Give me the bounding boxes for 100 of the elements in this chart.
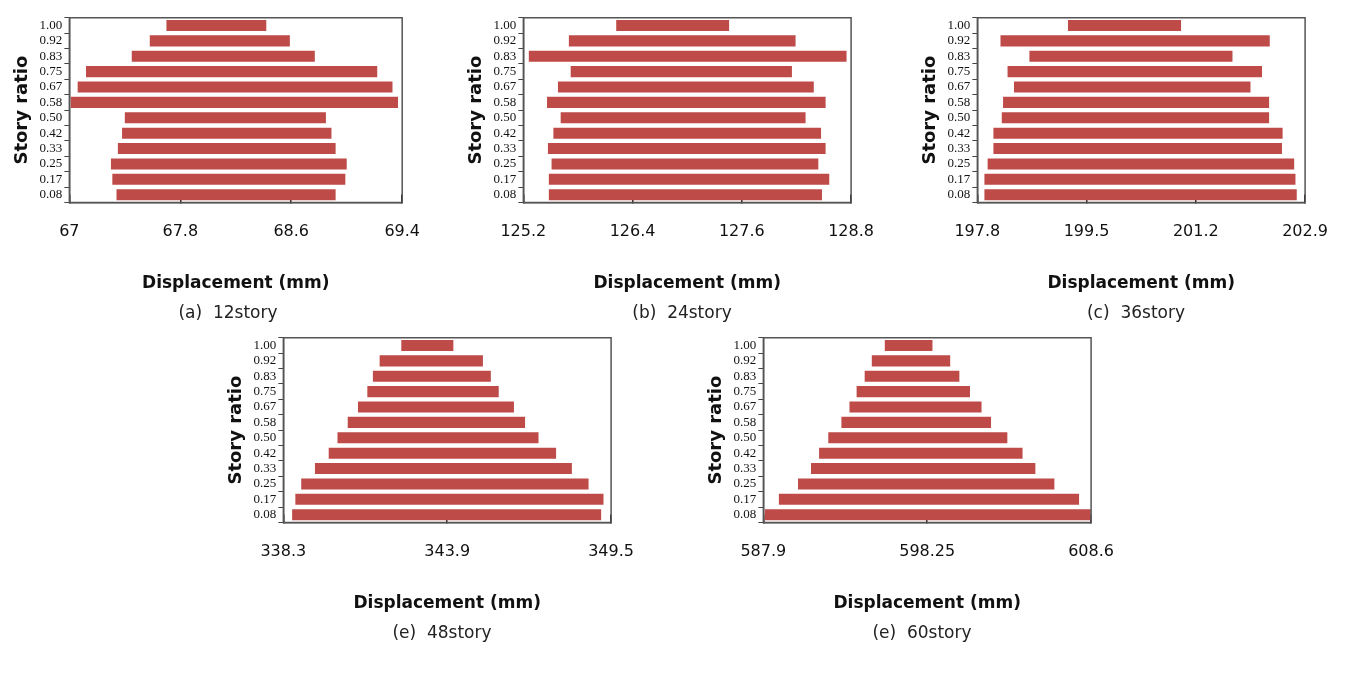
y-tick-label: 0.58 bbox=[493, 93, 517, 109]
bar bbox=[819, 447, 1023, 459]
y-tick-label: 0.67 bbox=[493, 78, 517, 94]
bar bbox=[1007, 66, 1263, 78]
x-axis-title: Displacement (mm) bbox=[593, 272, 781, 293]
bar bbox=[337, 432, 539, 444]
y-tick-label: 0.75 bbox=[493, 63, 517, 79]
text: (a) 12story bbox=[177, 302, 279, 322]
y-tick-label: 0.08 bbox=[733, 506, 757, 522]
bar bbox=[849, 401, 982, 413]
y-tick-label: 0.58 bbox=[947, 93, 971, 109]
bar bbox=[347, 416, 526, 428]
y-tick-label: 0.17 bbox=[493, 170, 517, 186]
y-tick-label: 0.25 bbox=[733, 475, 757, 491]
y-tick-label: 0.17 bbox=[253, 490, 277, 506]
y-tick-label: 0.42 bbox=[733, 444, 757, 460]
x-tick-label: 338.3 bbox=[260, 541, 307, 561]
y-tick-label: 0.17 bbox=[733, 490, 757, 506]
x-tick-label: 598.25 bbox=[899, 541, 956, 561]
y-tick-label: 0.25 bbox=[947, 155, 971, 171]
bar bbox=[828, 432, 1008, 444]
y-tick-label: 0.75 bbox=[947, 63, 971, 79]
bar bbox=[984, 173, 1296, 185]
bar bbox=[993, 143, 1282, 155]
y-tick-label: 0.50 bbox=[733, 429, 757, 445]
y-tick-label: 0.58 bbox=[253, 413, 277, 429]
y-tick-label: 0.50 bbox=[947, 109, 971, 125]
y-tick-label: 0.92 bbox=[39, 32, 63, 48]
bar bbox=[528, 50, 847, 62]
y-tick-label: 0.33 bbox=[947, 139, 971, 155]
x-tick-label: 197.8 bbox=[954, 221, 1001, 241]
text: (e) 60story bbox=[871, 622, 973, 642]
x-tick-label: 608.6 bbox=[1068, 541, 1114, 561]
y-tick-label: 0.75 bbox=[39, 63, 63, 79]
y-tick-label: 0.58 bbox=[733, 413, 757, 429]
bar bbox=[301, 478, 589, 490]
bar bbox=[551, 158, 819, 170]
x-tick-label: 202.9 bbox=[1282, 221, 1328, 241]
bar bbox=[553, 127, 822, 139]
y-tick-label: 0.33 bbox=[39, 139, 63, 155]
y-tick-label: 0.50 bbox=[493, 109, 517, 125]
bar bbox=[547, 143, 826, 155]
y-tick-label: 0.42 bbox=[253, 444, 277, 460]
y-tick-label: 0.25 bbox=[253, 475, 277, 491]
x-tick-label: 125.2 bbox=[500, 221, 547, 241]
x-tick-label: 199.5 bbox=[1063, 221, 1110, 241]
y-tick-label: 0.08 bbox=[253, 506, 277, 522]
bar bbox=[570, 66, 792, 78]
bar bbox=[131, 50, 315, 62]
y-tick-label: 0.83 bbox=[733, 367, 757, 383]
bar bbox=[1029, 50, 1233, 62]
y-axis-title: Story ratio bbox=[224, 375, 246, 485]
bar bbox=[993, 127, 1283, 139]
bar bbox=[124, 112, 326, 124]
bar bbox=[314, 463, 572, 475]
x-tick-label: 67 bbox=[59, 221, 80, 241]
bar bbox=[557, 81, 814, 93]
bar bbox=[616, 19, 730, 32]
bar bbox=[110, 158, 347, 170]
y-tick-label: 0.25 bbox=[493, 155, 517, 171]
bar bbox=[987, 158, 1295, 170]
bar bbox=[1001, 112, 1270, 124]
y-tick-label: 0.92 bbox=[253, 352, 277, 368]
x-axis-title: Displacement (mm) bbox=[353, 592, 541, 613]
y-tick-label: 0.25 bbox=[39, 155, 63, 171]
y-tick-label: 0.83 bbox=[947, 47, 971, 63]
bar bbox=[811, 463, 1036, 475]
y-tick-label: 0.75 bbox=[253, 383, 277, 399]
y-tick-label: 0.08 bbox=[947, 186, 971, 202]
bar bbox=[568, 35, 796, 47]
y-tick-label: 0.83 bbox=[493, 47, 517, 63]
bar bbox=[70, 96, 399, 108]
bar bbox=[166, 19, 267, 32]
y-tick-label: 0.83 bbox=[39, 47, 63, 63]
y-tick-label: 0.67 bbox=[253, 398, 277, 414]
y-tick-label: 0.92 bbox=[947, 32, 971, 48]
bar bbox=[1000, 35, 1270, 47]
y-axis-title: Story ratio bbox=[464, 55, 486, 165]
x-tick-label: 343.9 bbox=[424, 541, 471, 561]
bar bbox=[864, 370, 960, 382]
bar bbox=[149, 35, 290, 47]
text: (b) 24story bbox=[631, 302, 733, 322]
y-tick-label: 0.33 bbox=[733, 459, 757, 475]
bar bbox=[112, 173, 346, 185]
text: (e) 48story bbox=[391, 622, 493, 642]
bar bbox=[841, 416, 992, 428]
bar bbox=[328, 447, 557, 459]
y-axis-title: Story ratio bbox=[704, 375, 726, 485]
y-tick-label: 0.17 bbox=[39, 170, 63, 186]
bar bbox=[295, 493, 604, 505]
y-tick-label: 0.92 bbox=[733, 352, 757, 368]
x-axis-title: Displacement (mm) bbox=[1047, 272, 1235, 293]
bar bbox=[548, 173, 830, 185]
x-tick-label: 67.8 bbox=[162, 221, 199, 241]
bar bbox=[292, 509, 602, 521]
bar bbox=[778, 493, 1080, 505]
bar bbox=[77, 81, 393, 93]
y-tick-label: 0.50 bbox=[39, 109, 63, 125]
bar bbox=[871, 355, 951, 367]
bar bbox=[884, 339, 933, 352]
